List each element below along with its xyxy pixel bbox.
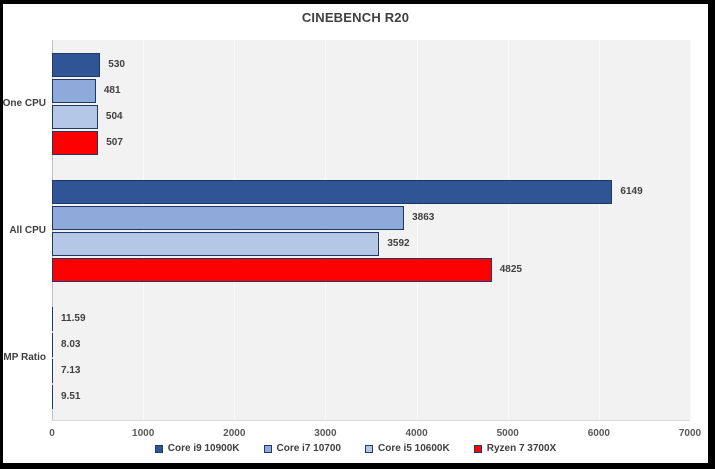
- legend-swatch-icon: [154, 445, 163, 453]
- value-label: 530: [108, 58, 125, 70]
- gridline: [325, 40, 327, 420]
- x-tick-label: 1000: [132, 428, 155, 439]
- x-tick-label: 7000: [678, 428, 702, 439]
- value-label: 507: [106, 136, 123, 148]
- gridline: [598, 40, 600, 420]
- legend-swatch-icon: [263, 445, 272, 453]
- x-tick-label: 5000: [496, 428, 519, 439]
- legend-label: Core i5 10600K: [378, 443, 450, 454]
- x-tick-label: 0: [49, 428, 55, 439]
- bar-core-i5-10600k: [52, 231, 380, 256]
- legend-swatch-icon: [365, 445, 373, 453]
- x-tick-label: 4000: [405, 428, 428, 439]
- value-label: 3592: [387, 237, 410, 249]
- value-label: 3863: [412, 211, 435, 223]
- legend-label: Ryzen 7 3700X: [486, 443, 557, 454]
- value-label: 6149: [620, 185, 643, 197]
- value-label: 8.03: [61, 338, 81, 350]
- gridline: [143, 40, 145, 420]
- category-label-all-cpu: All CPU: [9, 224, 46, 236]
- value-label: 9.51: [61, 390, 81, 402]
- x-tick-label: 2000: [223, 428, 246, 439]
- bar-core-i7-10700: [52, 78, 96, 103]
- x-tick-label: 6000: [587, 428, 610, 439]
- category-axis-line: [52, 40, 53, 420]
- chart-background: CINEBENCH R20 530 481 504 507 6149 3863 3592 48…: [3, 4, 708, 463]
- legend: Core i9 10900K Core i7 10700 Core i5 10600…: [3, 444, 708, 454]
- value-label: 7.13: [61, 364, 81, 376]
- chart-title: CINEBENCH R20: [301, 10, 410, 25]
- bar-group-all-cpu: 6149 3863 3592 4825: [52, 167, 690, 294]
- bar-core-i5-10600k: [52, 358, 53, 383]
- bar-core-i5-10600k: [52, 104, 98, 129]
- bar-core-i9-10900k: [52, 52, 101, 77]
- bar-core-i9-10900k: [52, 179, 613, 204]
- value-label: 504: [105, 110, 123, 122]
- gridline: [234, 40, 236, 420]
- bar-core-i7-10700: [52, 205, 405, 230]
- bar-core-i7-10700: [52, 332, 53, 357]
- legend-item-core-i7-10700: Core i7 10700: [263, 443, 342, 454]
- gridline: [690, 40, 691, 420]
- plot-area: 530 481 504 507 6149 3863 3592 4825 11.59 8.03 7.1…: [52, 40, 691, 421]
- bar-core-i9-10900k: [52, 306, 54, 331]
- bar-group-mp-ratio: 11.59 8.03 7.13 9.51: [52, 294, 690, 421]
- legend-item-core-i5-10600k: Core i5 10600K: [365, 444, 450, 454]
- legend-item-core-i9-10900k: Core i9 10900K: [154, 443, 240, 454]
- bar-ryzen-7-3700x: [52, 257, 492, 282]
- legend-swatch-icon: [473, 445, 482, 453]
- gridline: [416, 40, 418, 420]
- gridline: [507, 40, 509, 420]
- category-label-one-cpu: One CPU: [2, 97, 46, 109]
- legend-label: Core i7 10700: [276, 443, 342, 454]
- x-tick-label: 3000: [314, 428, 337, 439]
- value-label: 4825: [499, 263, 522, 275]
- value-label: 481: [103, 84, 121, 96]
- bar-ryzen-7-3700x: [52, 384, 53, 409]
- legend-label: Core i9 10900K: [167, 443, 240, 454]
- bar-ryzen-7-3700x: [52, 130, 99, 155]
- legend-item-ryzen-7-3700x: Ryzen 7 3700X: [473, 443, 557, 454]
- category-label-mp-ratio: MP Ratio: [3, 351, 46, 363]
- bar-group-one-cpu: 530 481 504 507: [52, 40, 690, 167]
- value-label: 11.59: [61, 312, 86, 324]
